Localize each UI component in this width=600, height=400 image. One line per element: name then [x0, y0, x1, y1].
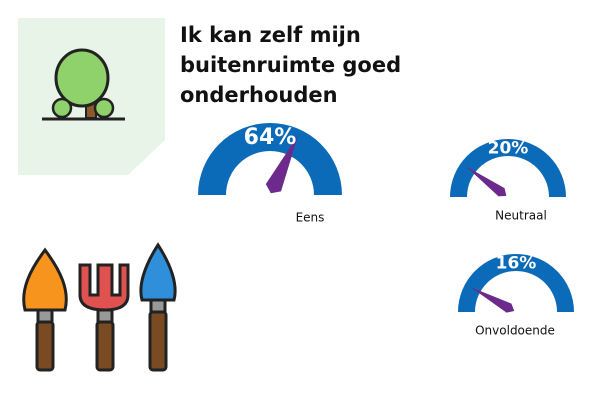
- gauge-arc: [198, 123, 342, 195]
- gauge-arc: [458, 254, 574, 312]
- value-label: 64%: [244, 125, 297, 150]
- category-label: Onvoldoende: [475, 324, 555, 338]
- tree-icon: [18, 18, 165, 175]
- gauge-needle: [465, 166, 507, 197]
- value-label: 20%: [488, 139, 529, 159]
- category-label: Neutraal: [495, 209, 547, 223]
- category-label: Eens: [296, 211, 325, 225]
- chart-title: Ik kan zelf mijn buitenruimte goed onder…: [180, 23, 402, 107]
- gauge-needle: [265, 135, 299, 194]
- gauge-arc: [450, 139, 566, 197]
- value-label: 16%: [496, 254, 537, 274]
- tools-icon: [22, 242, 177, 372]
- gauge-needle: [470, 286, 515, 313]
